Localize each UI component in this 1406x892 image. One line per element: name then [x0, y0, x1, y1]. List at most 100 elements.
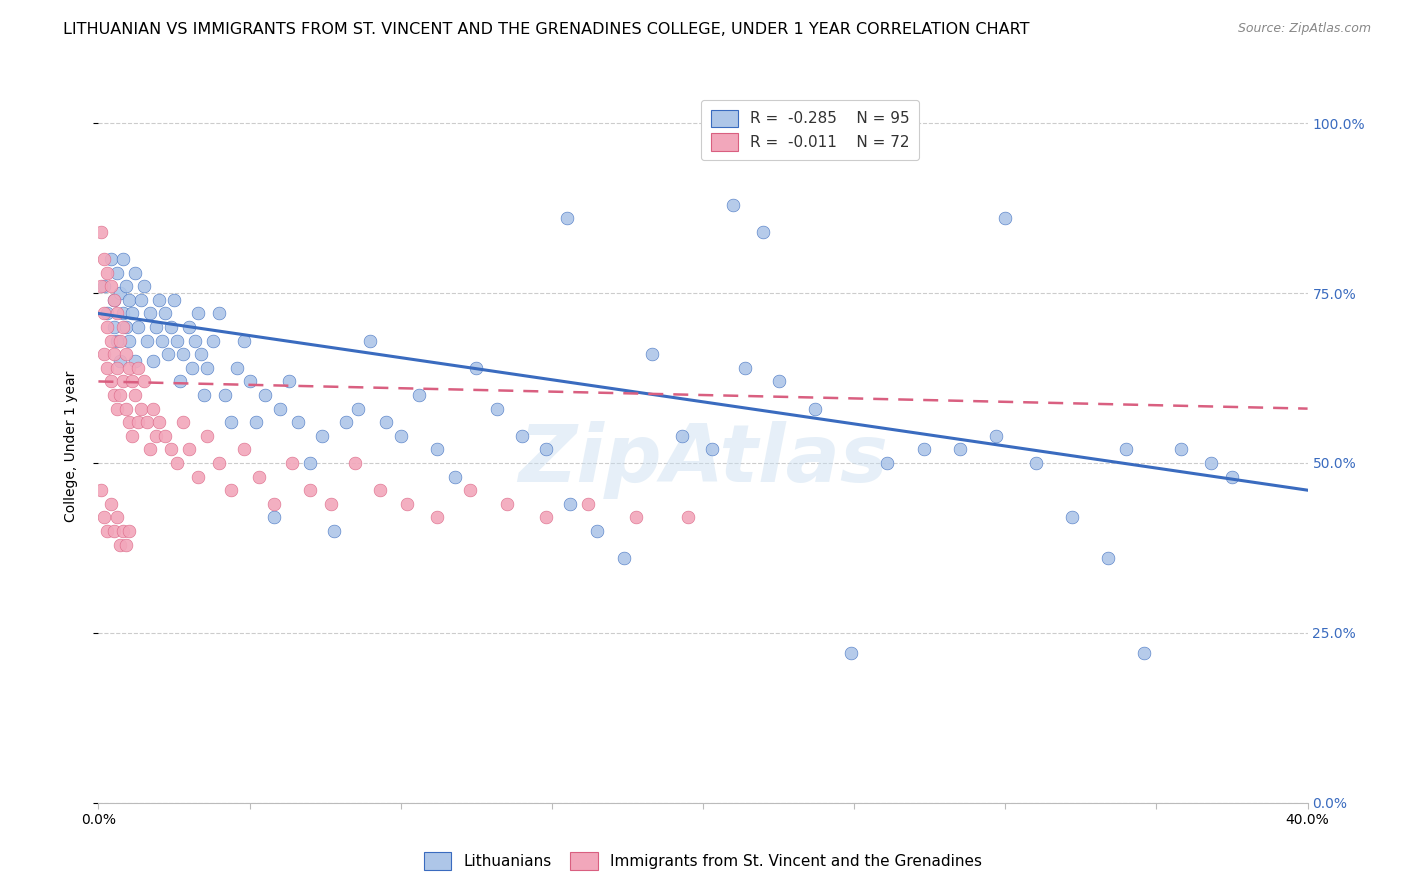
- Point: [214, 388, 236, 402]
- Point: [172, 347, 194, 361]
- Point: [676, 510, 699, 524]
- Point: [1060, 510, 1083, 524]
- Point: [263, 497, 285, 511]
- Point: [124, 266, 146, 280]
- Point: [804, 401, 827, 416]
- Point: [105, 334, 128, 348]
- Point: [142, 354, 165, 368]
- Point: [108, 354, 131, 368]
- Point: [156, 347, 179, 361]
- Point: [389, 429, 412, 443]
- Point: [118, 334, 141, 348]
- Point: [100, 334, 122, 348]
- Point: [181, 360, 204, 375]
- Point: [232, 442, 254, 457]
- Point: [103, 320, 125, 334]
- Point: [626, 510, 648, 524]
- Point: [277, 375, 299, 389]
- Point: [127, 320, 149, 334]
- Point: [1199, 456, 1222, 470]
- Point: [195, 429, 218, 443]
- Point: [114, 347, 136, 361]
- Point: [202, 334, 225, 348]
- Point: [347, 401, 370, 416]
- Point: [105, 360, 128, 375]
- Point: [127, 360, 149, 375]
- Point: [949, 442, 972, 457]
- Point: [118, 360, 141, 375]
- Point: [90, 279, 112, 293]
- Point: [90, 483, 112, 498]
- Point: [111, 306, 134, 320]
- Point: [160, 442, 183, 457]
- Point: [465, 360, 488, 375]
- Point: [269, 401, 291, 416]
- Point: [132, 279, 155, 293]
- Point: [166, 456, 188, 470]
- Point: [299, 483, 322, 498]
- Text: LITHUANIAN VS IMMIGRANTS FROM ST. VINCENT AND THE GRENADINES COLLEGE, UNDER 1 YE: LITHUANIAN VS IMMIGRANTS FROM ST. VINCEN…: [63, 22, 1029, 37]
- Point: [444, 469, 467, 483]
- Point: [239, 375, 262, 389]
- Point: [586, 524, 609, 538]
- Point: [768, 375, 790, 389]
- Point: [121, 375, 143, 389]
- Point: [876, 456, 898, 470]
- Point: [114, 279, 136, 293]
- Point: [576, 497, 599, 511]
- Point: [187, 469, 209, 483]
- Point: [108, 334, 131, 348]
- Point: [105, 401, 128, 416]
- Point: [100, 279, 122, 293]
- Point: [145, 320, 167, 334]
- Point: [458, 483, 481, 498]
- Point: [103, 347, 125, 361]
- Point: [111, 375, 134, 389]
- Point: [323, 524, 346, 538]
- Point: [190, 347, 212, 361]
- Point: [135, 334, 157, 348]
- Point: [263, 510, 285, 524]
- Point: [153, 429, 176, 443]
- Point: [93, 279, 115, 293]
- Point: [368, 483, 391, 498]
- Point: [118, 524, 141, 538]
- Point: [103, 524, 125, 538]
- Point: [408, 388, 430, 402]
- Point: [105, 510, 128, 524]
- Point: [1115, 442, 1137, 457]
- Point: [96, 320, 118, 334]
- Point: [118, 415, 141, 429]
- Point: [184, 334, 207, 348]
- Point: [114, 320, 136, 334]
- Point: [179, 442, 201, 457]
- Point: [247, 469, 270, 483]
- Point: [105, 306, 128, 320]
- Point: [124, 354, 146, 368]
- Point: [335, 415, 357, 429]
- Point: [121, 429, 143, 443]
- Point: [166, 334, 188, 348]
- Point: [1220, 469, 1243, 483]
- Point: [994, 211, 1017, 226]
- Point: [208, 456, 231, 470]
- Point: [172, 415, 194, 429]
- Legend: Lithuanians, Immigrants from St. Vincent and the Grenadines: Lithuanians, Immigrants from St. Vincent…: [416, 845, 990, 877]
- Point: [93, 306, 115, 320]
- Point: [108, 537, 131, 551]
- Point: [111, 524, 134, 538]
- Point: [510, 429, 533, 443]
- Point: [132, 375, 155, 389]
- Point: [96, 306, 118, 320]
- Point: [671, 429, 693, 443]
- Point: [160, 320, 183, 334]
- Point: [395, 497, 418, 511]
- Point: [139, 442, 162, 457]
- Point: [129, 401, 152, 416]
- Point: [148, 293, 170, 307]
- Point: [179, 320, 201, 334]
- Point: [1133, 646, 1156, 660]
- Point: [108, 388, 131, 402]
- Point: [232, 334, 254, 348]
- Point: [912, 442, 935, 457]
